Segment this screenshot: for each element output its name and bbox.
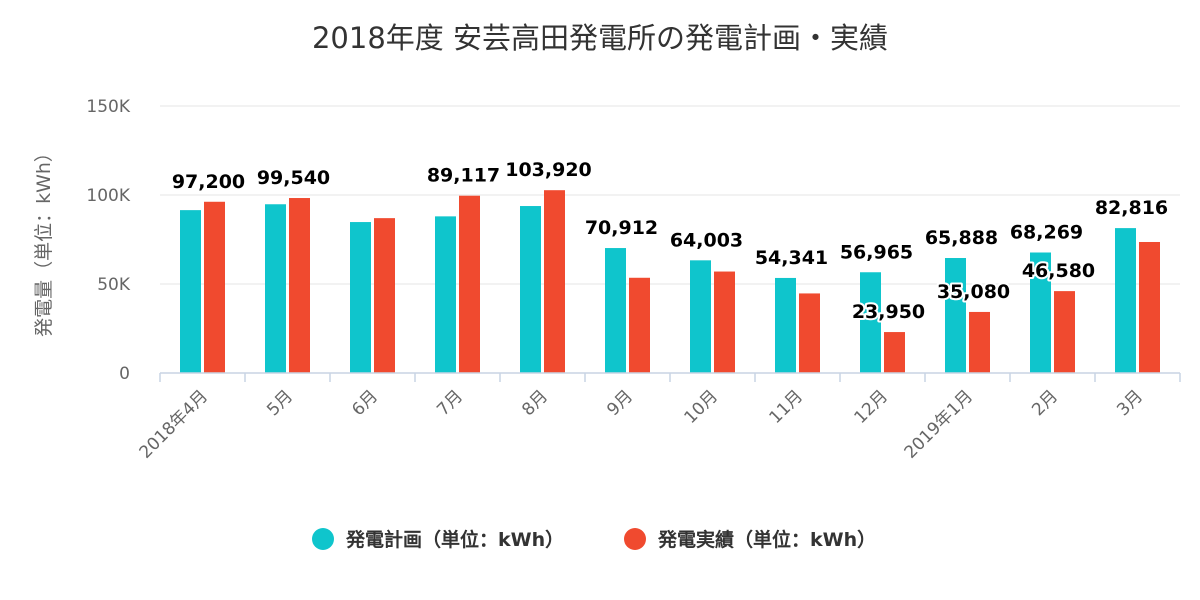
y-axis-ticks: 0 50K 100K 150K xyxy=(86,97,130,384)
chart-title: 2018年度 安芸高田発電所の発電計画・実績 xyxy=(312,21,888,55)
bar-actual[interactable] xyxy=(374,218,395,373)
bar-plan[interactable] xyxy=(775,277,796,373)
bar-plan[interactable] xyxy=(265,204,286,373)
bar-actual[interactable] xyxy=(459,195,480,373)
bar-actual[interactable] xyxy=(714,271,735,373)
x-tick-label: 3月 xyxy=(1113,386,1147,420)
x-tick-label: 9月 xyxy=(603,386,637,420)
x-tick-label: 7月 xyxy=(433,386,467,420)
data-label: 103,920 xyxy=(505,159,592,181)
bars xyxy=(180,190,1160,373)
bar-actual[interactable] xyxy=(969,311,990,373)
y-tick-label: 150K xyxy=(86,97,130,117)
bar-plan[interactable] xyxy=(1115,228,1136,373)
x-tick-label: 10月 xyxy=(681,386,722,427)
data-label: 89,117 xyxy=(427,165,500,187)
legend: 発電計画（単位：kWh） 発電実績（単位：kWh） xyxy=(312,528,876,551)
data-label: 97,200 xyxy=(172,171,245,193)
bar-actual[interactable] xyxy=(1139,241,1160,373)
data-label: 64,003 xyxy=(670,229,743,251)
bar-actual[interactable] xyxy=(204,201,225,373)
x-tick-label: 5月 xyxy=(263,386,297,420)
x-tick-label: 2018年4月 xyxy=(136,386,212,462)
x-tick-label: 6月 xyxy=(348,386,382,420)
data-labels: 70,912 64,003 54,341 56,965 65,888 68,269 82,8… xyxy=(170,157,1170,325)
data-label: 23,950 xyxy=(852,301,925,323)
bar-actual[interactable] xyxy=(1054,291,1075,373)
data-label: 56,965 xyxy=(840,241,913,263)
legend-swatch[interactable] xyxy=(312,528,334,550)
bar-plan[interactable] xyxy=(435,216,456,373)
bar-plan[interactable] xyxy=(690,260,711,373)
data-label: 70,912 xyxy=(585,217,658,239)
bar-actual[interactable] xyxy=(289,198,310,373)
y-tick-label: 0 xyxy=(119,364,130,384)
bar-plan[interactable] xyxy=(605,248,626,373)
x-tick-label: 12月 xyxy=(851,386,892,427)
legend-swatch[interactable] xyxy=(624,528,646,550)
x-tick-label: 2019年1月 xyxy=(901,386,977,462)
bar-plan[interactable] xyxy=(945,258,966,373)
bar-plan[interactable] xyxy=(350,222,371,373)
x-tick-label: 8月 xyxy=(518,386,552,420)
legend-label[interactable]: 発電計画（単位：kWh） xyxy=(345,528,564,551)
bar-actual[interactable] xyxy=(544,190,565,373)
bar-plan[interactable] xyxy=(1030,252,1051,373)
x-tick-label: 11月 xyxy=(766,386,807,427)
data-label: 82,816 xyxy=(1095,197,1168,219)
legend-label[interactable]: 発電実績（単位：kWh） xyxy=(657,528,876,551)
data-label: 65,888 xyxy=(925,227,998,249)
data-label: 54,341 xyxy=(755,247,828,269)
data-label: 35,080 xyxy=(937,281,1010,303)
bar-plan[interactable] xyxy=(520,206,541,373)
y-axis-title: 発電量（単位：kWh） xyxy=(33,143,55,337)
gridlines xyxy=(160,105,1180,285)
data-label: 68,269 xyxy=(1010,221,1083,243)
x-axis-ticks: 2018年4月 5月 6月 7月 8月 9月 10月 11月 12月 2019年1月 2月 3月 xyxy=(136,373,1181,463)
x-tick-label: 2月 xyxy=(1028,386,1062,420)
y-tick-label: 100K xyxy=(86,186,130,206)
bar-actual[interactable] xyxy=(884,332,905,373)
y-tick-label: 50K xyxy=(97,275,131,295)
bar-plan[interactable] xyxy=(180,210,201,373)
bar-actual[interactable] xyxy=(799,293,820,373)
bar-actual[interactable] xyxy=(629,277,650,373)
data-label: 99,540 xyxy=(257,167,330,189)
data-label: 46,580 xyxy=(1022,260,1095,282)
bar-plan[interactable] xyxy=(860,272,881,373)
